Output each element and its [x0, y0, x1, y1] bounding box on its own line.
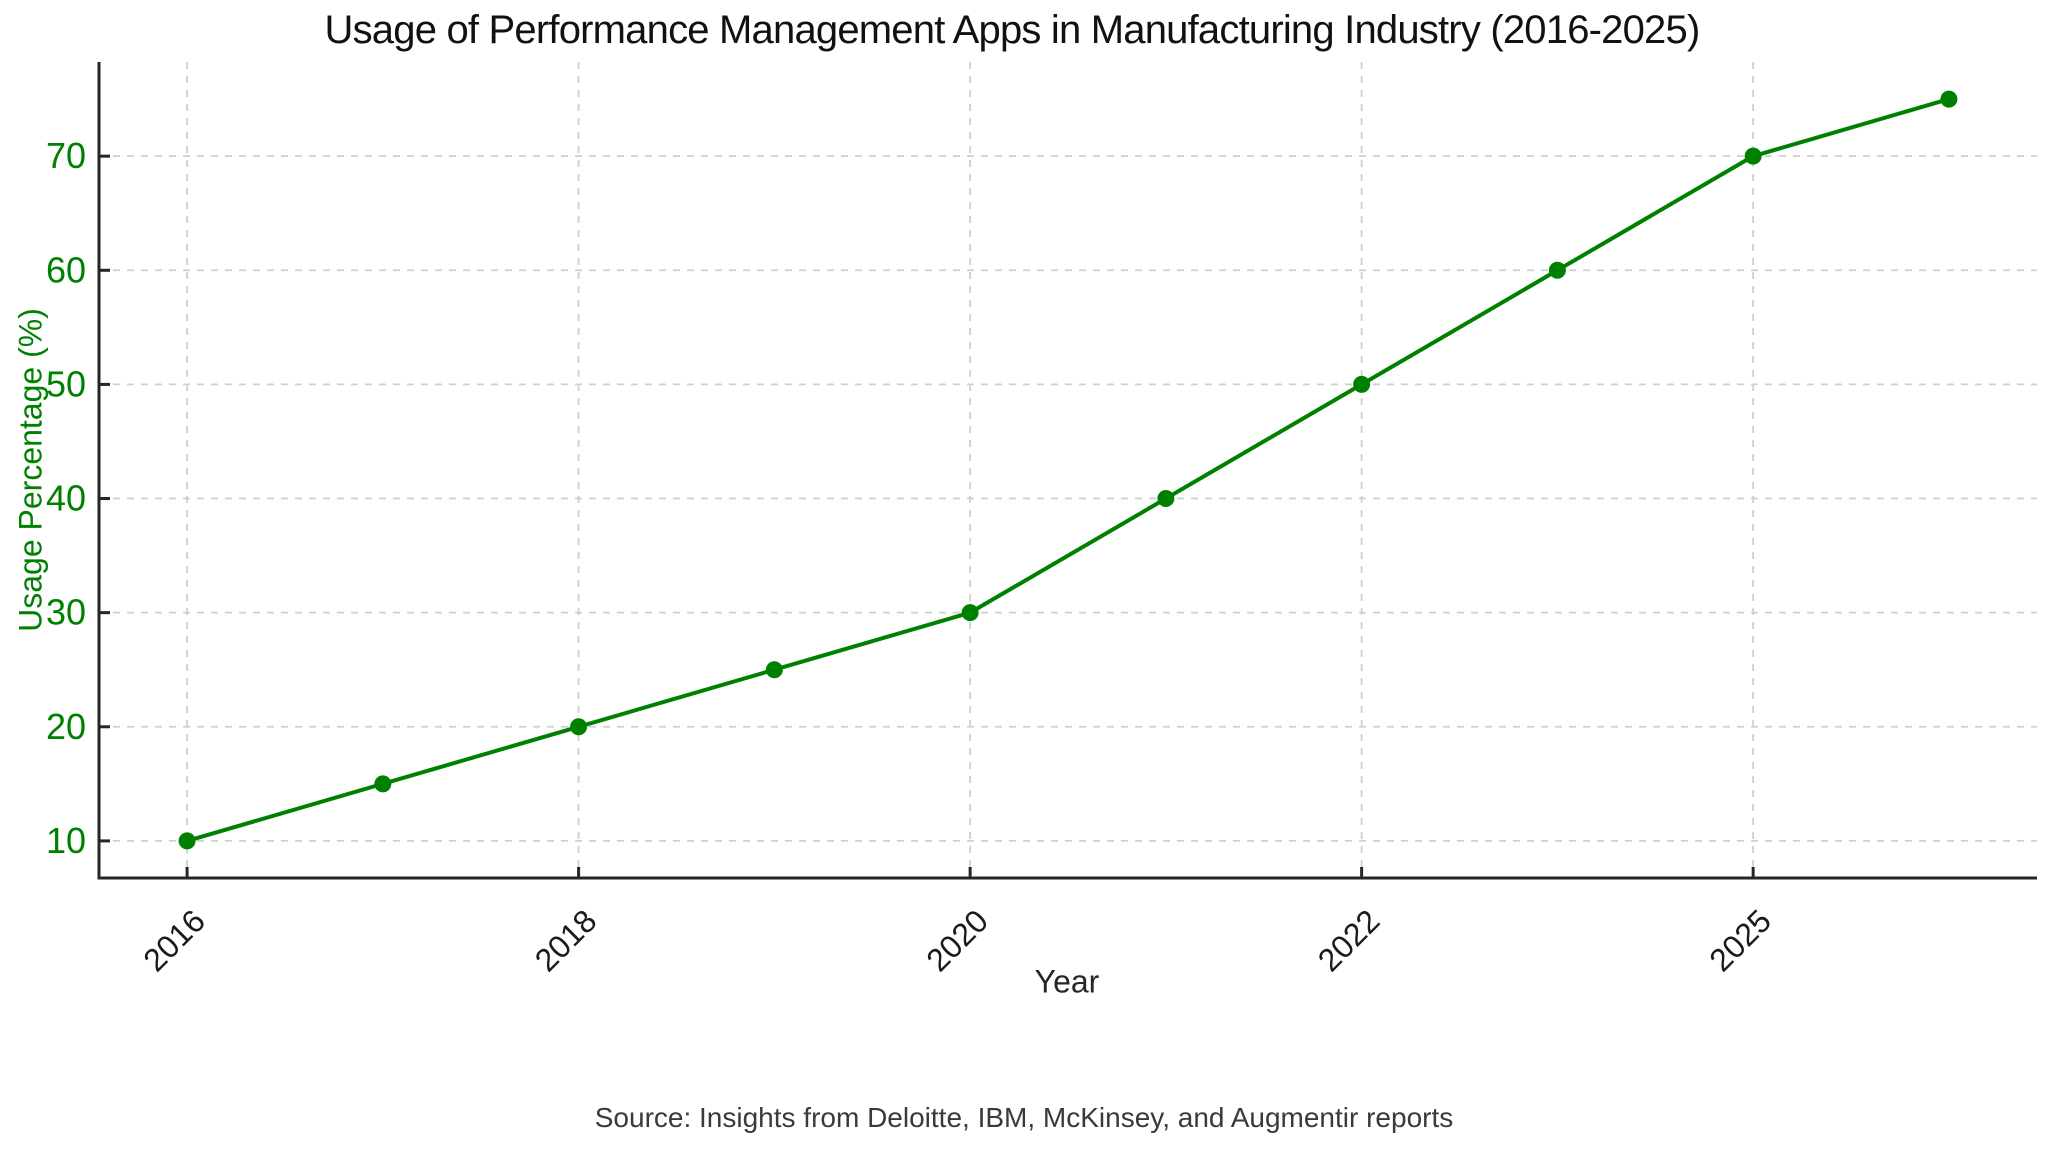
y-tick-label: 20	[46, 706, 86, 747]
y-tick-label: 40	[46, 478, 86, 519]
data-point-2017	[374, 775, 392, 793]
y-tick-label: 70	[46, 135, 86, 176]
x-tick-label: 2022	[1311, 902, 1387, 978]
data-point-2025	[1940, 90, 1958, 108]
usage-line-series	[185, 97, 1951, 843]
y-tick-label: 30	[46, 592, 86, 633]
data-point-2016	[178, 832, 196, 850]
data-point-2020	[961, 604, 979, 622]
x-tick-label: 2016	[136, 902, 212, 978]
data-point-2018	[570, 718, 588, 736]
y-tick-label: 50	[46, 363, 86, 404]
y-tick-label: 60	[46, 249, 86, 290]
source-caption: Source: Insights from Deloitte, IBM, McK…	[594, 1102, 1454, 1133]
data-point-2024	[1744, 147, 1762, 165]
x-tick-label: 2020	[919, 902, 995, 978]
data-point-2019	[765, 661, 783, 679]
y-tick-label: 10	[46, 820, 86, 861]
x-axis-label: Year	[1034, 963, 1100, 1000]
data-point-2021	[1157, 490, 1175, 508]
x-tick-label: 2025	[1702, 902, 1778, 978]
chart-title: Usage of Performance Management Apps in …	[324, 8, 1701, 52]
data-point-2023	[1548, 261, 1566, 279]
data-point-2022	[1353, 375, 1371, 393]
x-tick-label: 2018	[528, 902, 604, 978]
y-axis-label: Usage Percentage (%)	[12, 308, 49, 632]
